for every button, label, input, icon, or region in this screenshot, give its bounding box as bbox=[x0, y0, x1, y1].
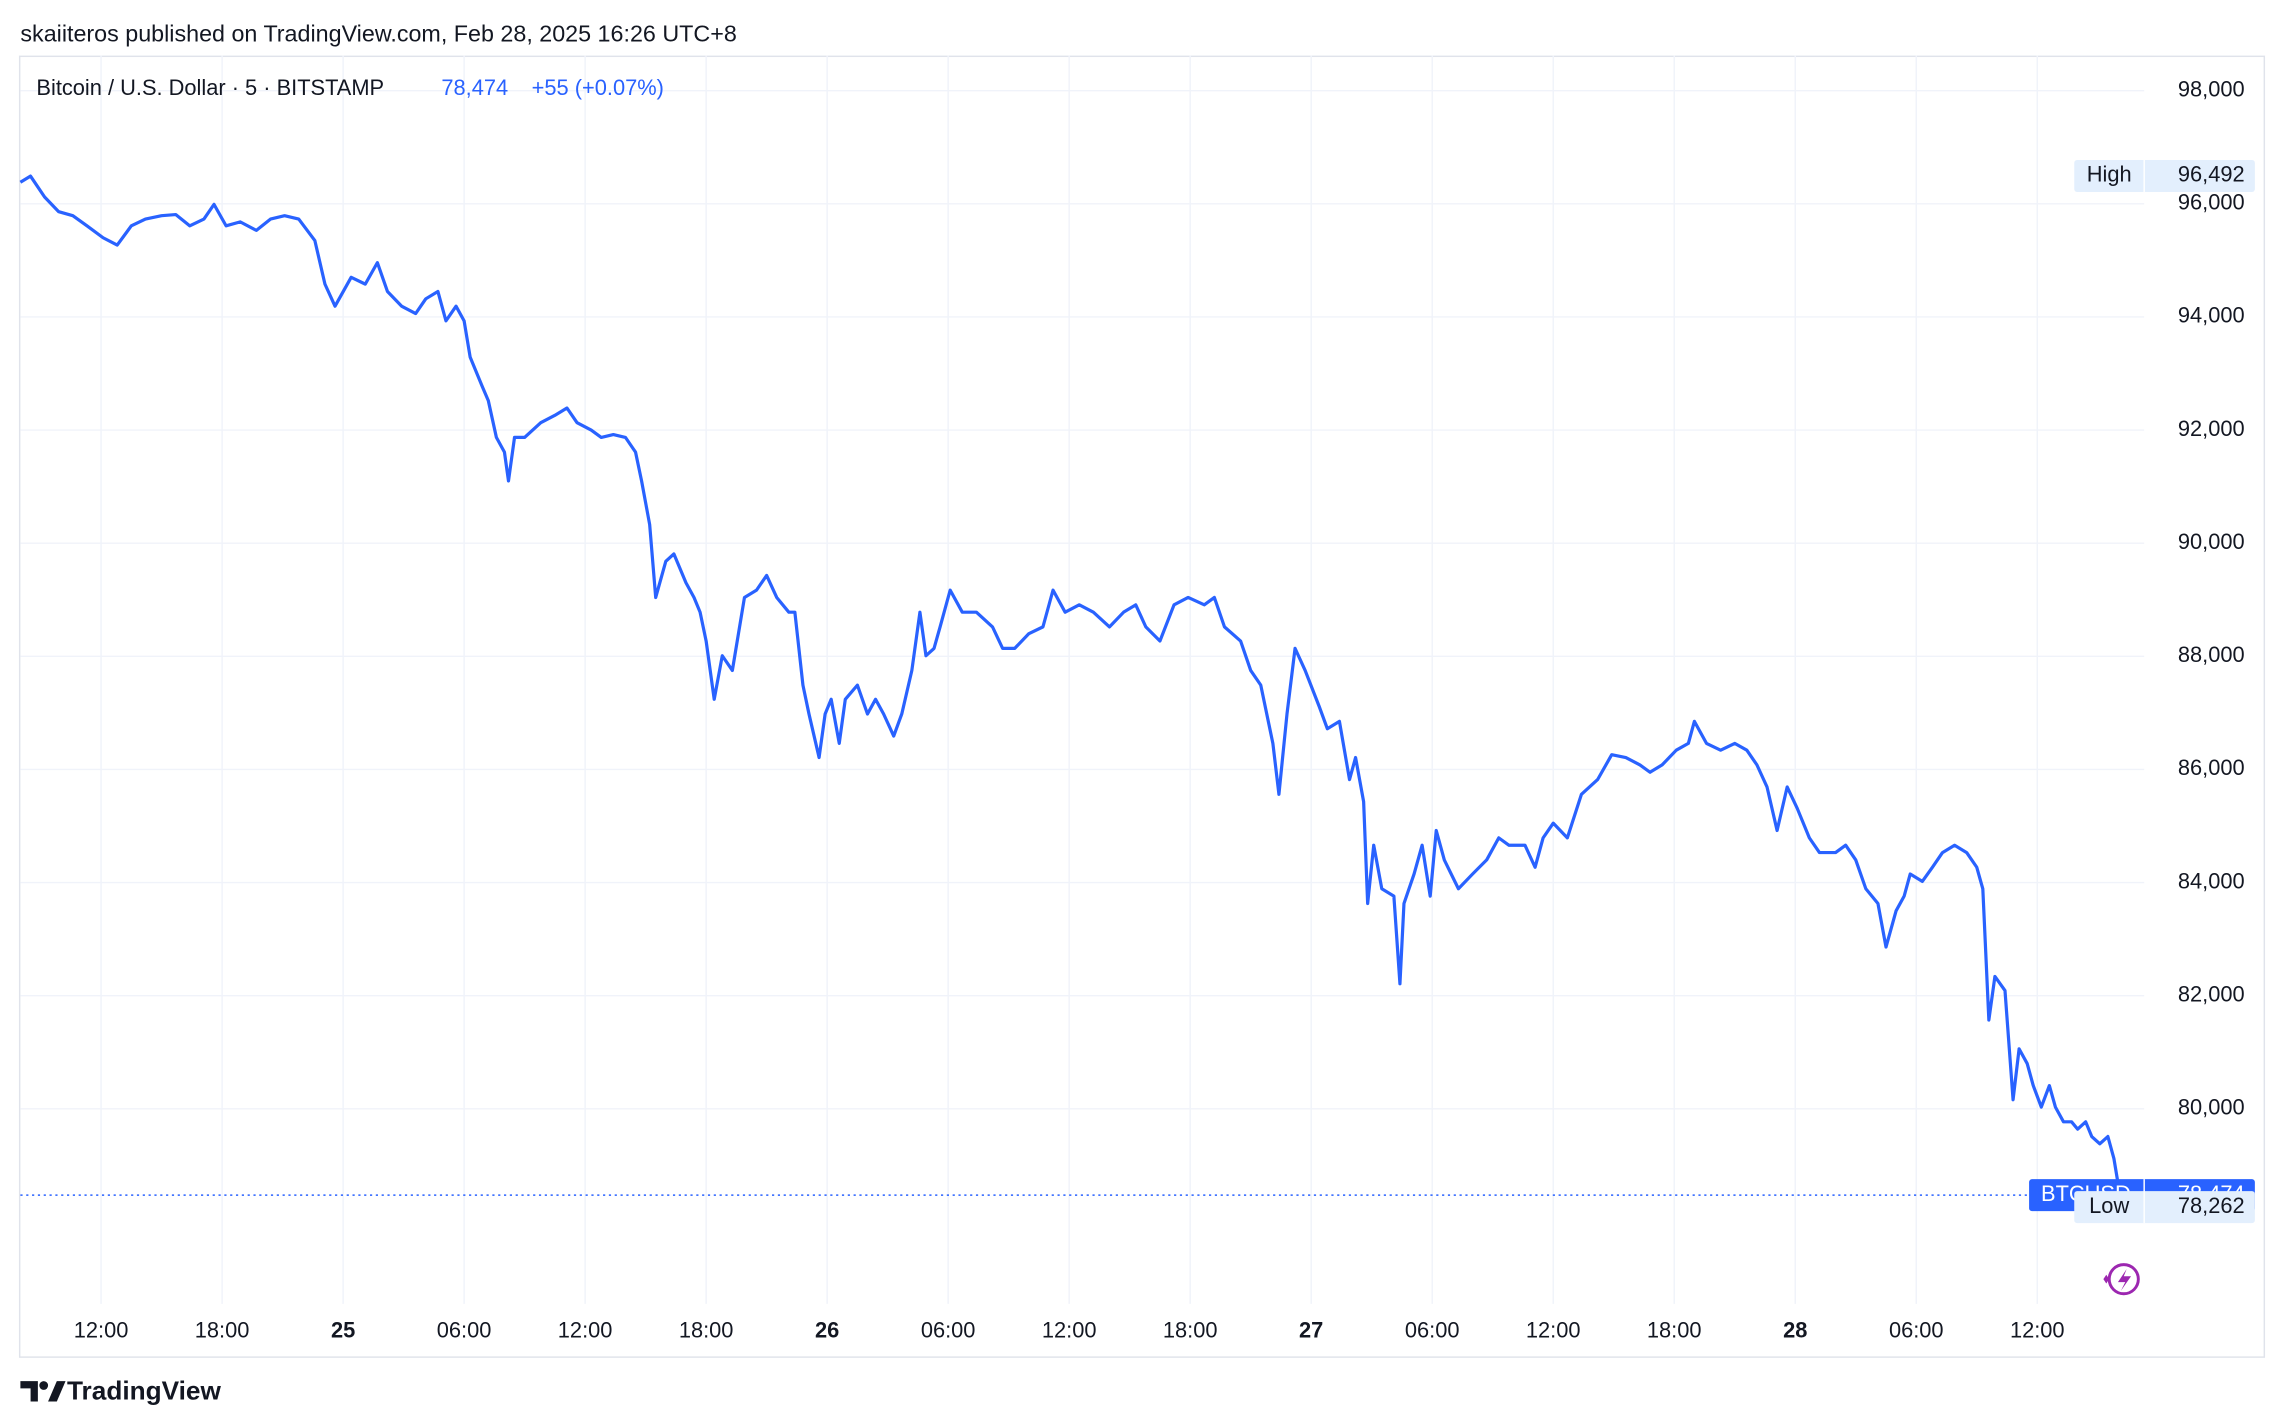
x-tick-label: 25 bbox=[331, 1317, 355, 1342]
y-tick-label: 96,000 bbox=[2178, 190, 2245, 215]
legend-price: 78,474 bbox=[441, 75, 508, 100]
x-tick-label: 12:00 bbox=[1526, 1317, 1581, 1342]
x-tick-label: 12:00 bbox=[1042, 1317, 1097, 1342]
price-label-value: 78,262 bbox=[2178, 1193, 2245, 1218]
brand-name: TradingView bbox=[67, 1376, 221, 1406]
x-tick-label: 12:00 bbox=[74, 1317, 129, 1342]
x-tick-label: 18:00 bbox=[679, 1317, 734, 1342]
x-tick-label: 06:00 bbox=[1889, 1317, 1944, 1342]
y-tick-label: 82,000 bbox=[2178, 981, 2245, 1006]
x-tick-label: 12:00 bbox=[2010, 1317, 2065, 1342]
x-tick-label: 28 bbox=[1783, 1317, 1807, 1342]
y-tick-label: 98,000 bbox=[2178, 76, 2245, 101]
price-label-name: Low bbox=[2089, 1193, 2129, 1218]
y-tick-label: 88,000 bbox=[2178, 642, 2245, 667]
legend-change: +55 (+0.07%) bbox=[532, 75, 664, 100]
y-tick-label: 90,000 bbox=[2178, 529, 2245, 554]
y-tick-label: 94,000 bbox=[2178, 303, 2245, 328]
price-label-value: 96,492 bbox=[2178, 162, 2245, 187]
plot bbox=[19, 174, 2126, 1209]
x-tick-label: 06:00 bbox=[921, 1317, 976, 1342]
x-tick-label: 18:00 bbox=[1163, 1317, 1218, 1342]
x-tick-label: 12:00 bbox=[558, 1317, 613, 1342]
price-label-box bbox=[2074, 159, 2255, 192]
x-tick-label: 27 bbox=[1299, 1317, 1323, 1342]
x-tick-label: 18:00 bbox=[1647, 1317, 1702, 1342]
price-line bbox=[19, 174, 2126, 1209]
y-tick-label: 86,000 bbox=[2178, 755, 2245, 780]
brand-logo bbox=[20, 1381, 66, 1402]
y-tick-label: 84,000 bbox=[2178, 868, 2245, 893]
publisher-note: skaiiteros published on TradingView.com,… bbox=[20, 20, 736, 46]
y-tick-label: 92,000 bbox=[2178, 416, 2245, 441]
chart-frame bbox=[18, 55, 2266, 1358]
x-tick-label: 06:00 bbox=[437, 1317, 492, 1342]
price-label-name: High bbox=[2087, 162, 2132, 187]
price-label-box bbox=[2074, 1191, 2255, 1224]
y-tick-label: 80,000 bbox=[2178, 1095, 2245, 1120]
grid bbox=[20, 55, 2145, 1304]
x-tick-label: 18:00 bbox=[195, 1317, 250, 1342]
x-tick-label: 26 bbox=[815, 1317, 839, 1342]
symbol-title: Bitcoin / U.S. Dollar · 5 · BITSTAMP bbox=[36, 75, 384, 100]
x-tick-label: 06:00 bbox=[1405, 1317, 1460, 1342]
